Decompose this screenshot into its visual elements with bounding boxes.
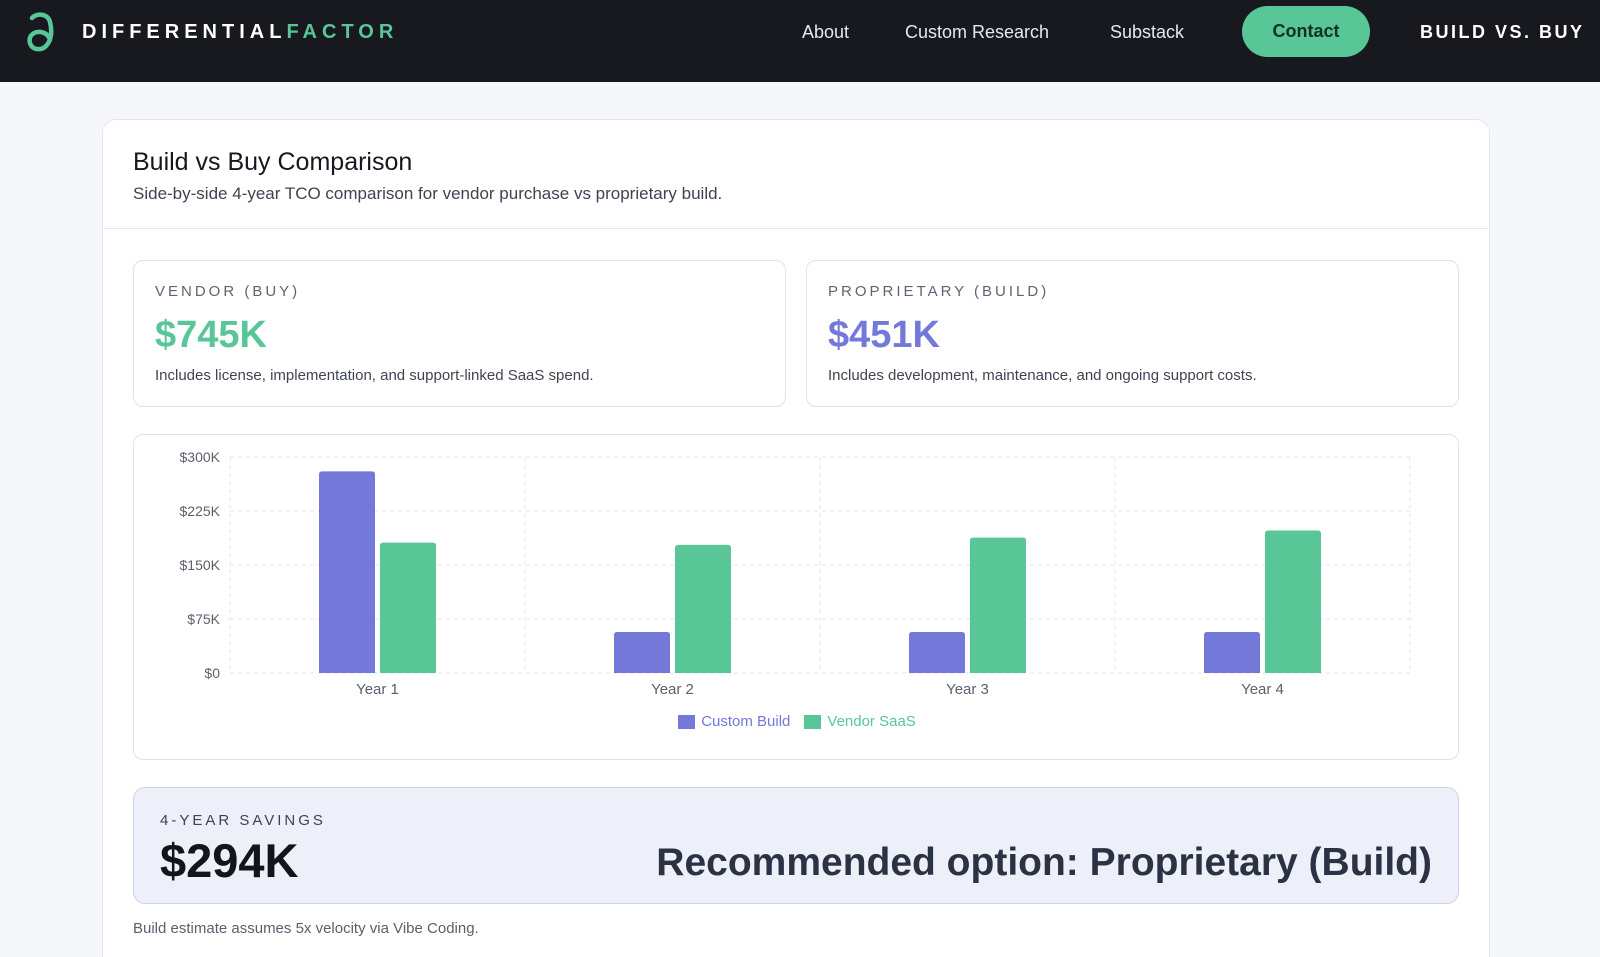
nav-link-about[interactable]: About — [802, 22, 850, 42]
legend-swatch — [678, 715, 696, 729]
y-tick-label: $225K — [180, 503, 221, 519]
y-tick-label: $75K — [187, 611, 220, 627]
brand-second: FACTOR — [286, 21, 399, 43]
bar-vendor-saas[interactable] — [675, 544, 731, 673]
proprietary-card: PROPRIETARY (BUILD) $451K Includes devel… — [806, 260, 1459, 407]
bar-custom-build[interactable] — [1204, 631, 1260, 673]
y-tick-label: $150K — [180, 557, 221, 573]
bar-custom-build[interactable] — [614, 631, 670, 673]
bar-vendor-saas[interactable] — [380, 542, 436, 673]
legend-item[interactable]: Vendor SaaS — [804, 713, 916, 731]
bar-vendor-saas[interactable] — [1265, 530, 1321, 673]
x-tick-label: Year 4 — [1241, 681, 1284, 698]
tco-chart: $0 $75K $150K $225K $300K Year 1 Year 2 Year 3 Y… — [133, 434, 1459, 760]
nav-link-substack[interactable]: Substack — [1110, 22, 1185, 42]
divider — [103, 228, 1489, 229]
legend-swatch — [804, 715, 822, 729]
legend-label: Custom Build — [701, 713, 791, 730]
contact-button[interactable]: Contact — [1242, 6, 1370, 57]
recommendation-text: Recommended option: Proprietary (Build) — [656, 841, 1432, 884]
savings-label: 4-YEAR SAVINGS — [160, 812, 326, 829]
nav-link-build-vs-buy[interactable]: BUILD VS. BUY — [1420, 22, 1585, 42]
top-nav: DIFFERENTIALFACTOR About Custom Research… — [0, 0, 1600, 82]
x-tick-label: Year 1 — [356, 681, 399, 698]
savings-banner: 4-YEAR SAVINGS $294K Recommended option:… — [133, 787, 1459, 904]
chart-legend: Custom Build Vendor SaaS — [134, 713, 1460, 731]
footnote: Build estimate assumes 5x velocity via V… — [133, 920, 479, 937]
comparison-panel: Build vs Buy Comparison Side-by-side 4-y… — [102, 119, 1490, 957]
proprietary-description: Includes development, maintenance, and o… — [828, 367, 1257, 384]
vendor-label: VENDOR (BUY) — [155, 283, 301, 300]
bar-custom-build[interactable] — [319, 471, 375, 673]
bar-vendor-saas[interactable] — [970, 537, 1026, 673]
brand-first: DIFFERENTIAL — [82, 21, 287, 43]
x-tick-label: Year 3 — [946, 681, 989, 698]
vendor-description: Includes license, implementation, and su… — [155, 367, 594, 384]
bar-custom-build[interactable] — [909, 631, 965, 673]
vendor-card: VENDOR (BUY) $745K Includes license, imp… — [133, 260, 786, 407]
differential-icon[interactable] — [24, 12, 58, 52]
x-tick-label: Year 2 — [651, 681, 694, 698]
vendor-value: $745K — [155, 314, 267, 356]
y-tick-label: $0 — [204, 665, 220, 681]
legend-label: Vendor SaaS — [827, 713, 916, 730]
page-subtitle: Side-by-side 4-year TCO comparison for v… — [133, 184, 723, 203]
proprietary-value: $451K — [828, 314, 940, 356]
nav-link-custom-research[interactable]: Custom Research — [905, 22, 1050, 42]
legend-item[interactable]: Custom Build — [678, 713, 790, 731]
bar-chart-canvas: $0 $75K $150K $225K $300K Year 1 Year 2 Year 3 Y… — [180, 449, 1411, 698]
y-tick-label: $300K — [180, 449, 221, 465]
brand-wordmark[interactable]: DIFFERENTIALFACTOR — [82, 20, 398, 44]
page-title: Build vs Buy Comparison — [133, 148, 413, 176]
proprietary-label: PROPRIETARY (BUILD) — [828, 283, 1050, 300]
savings-value: $294K — [160, 834, 299, 887]
